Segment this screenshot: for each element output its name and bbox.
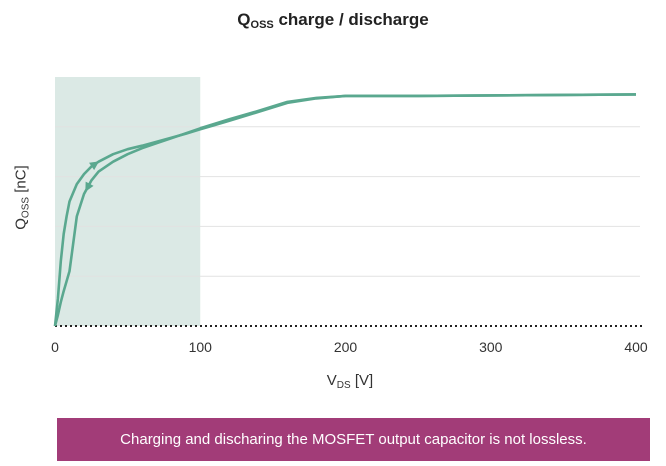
caption-banner: Charging and discharing the MOSFET outpu…	[57, 418, 650, 461]
chart-title: QOSS charge / discharge	[0, 10, 666, 31]
y-axis-label-sub: OSS	[20, 196, 32, 219]
x-axis-label: VDS [V]	[300, 372, 400, 391]
x-tick-label: 0	[51, 339, 59, 355]
title-subscript: OSS	[250, 19, 274, 31]
x-tick-label: 300	[479, 339, 503, 355]
x-axis-label-sub: DS	[336, 380, 351, 391]
y-axis-label-main: Q	[12, 218, 30, 230]
charge-arrow	[89, 161, 100, 171]
x-tick-label: 200	[334, 339, 358, 355]
y-axis-label-unit: [nC]	[12, 165, 30, 197]
x-axis-label-unit: [V]	[350, 372, 374, 389]
series-line-discharge	[53, 93, 637, 327]
title-rest: charge / discharge	[273, 10, 429, 29]
chart-svg: 0 100 200 300 400	[51, 77, 648, 355]
caption-text: Charging and discharing the MOSFET outpu…	[120, 431, 587, 448]
x-tick-label: 100	[189, 339, 213, 355]
y-axis-label: QOSS [nC]	[13, 148, 32, 248]
discharge-arrow	[85, 181, 94, 192]
x-axis-label-main: V	[326, 372, 337, 389]
title-q: Q	[237, 10, 251, 29]
x-tick-label: 400	[624, 339, 648, 355]
shaded-region	[55, 77, 201, 326]
